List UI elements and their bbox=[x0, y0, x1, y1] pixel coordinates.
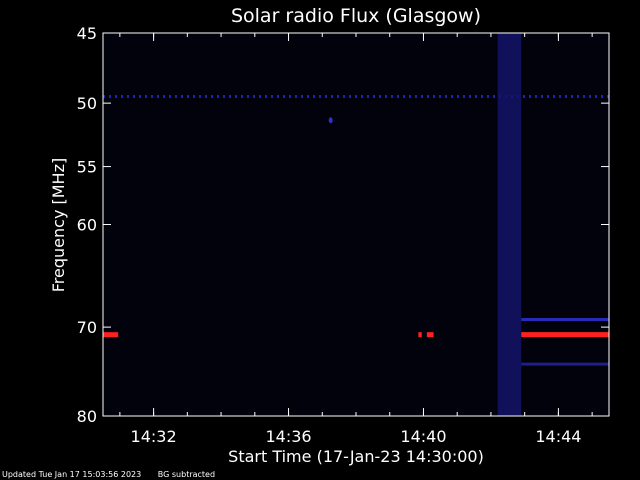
axis-ticks: 14:32 14:36 14:40 14:44 45 50 55 60 70 80 bbox=[77, 24, 609, 446]
x-tick-label-14:40: 14:40 bbox=[400, 427, 446, 446]
chart-title: Solar radio Flux (Glasgow) bbox=[231, 5, 481, 27]
x-axis-label: Start Time (17-Jan-23 14:30:00) bbox=[228, 447, 484, 466]
y-tick-label-70: 70 bbox=[77, 318, 97, 337]
y-axis-label: Frequency [MHz] bbox=[49, 158, 68, 292]
x-tick-label-14:44: 14:44 bbox=[535, 427, 581, 446]
processing-mode: BG subtracted bbox=[157, 470, 216, 479]
blue-spot-8 bbox=[328, 117, 333, 124]
y-tick-label-55: 55 bbox=[77, 158, 97, 177]
updated-timestamp: Updated Tue Jan 17 15:03:56 2023 bbox=[2, 470, 142, 479]
y-tick-label-45: 45 bbox=[77, 24, 97, 43]
y-tick-label-60: 60 bbox=[77, 216, 97, 235]
spectrogram-layer bbox=[103, 33, 609, 416]
x-tick-label-14:32: 14:32 bbox=[131, 427, 177, 446]
y-tick-label-50: 50 bbox=[77, 94, 97, 113]
status-footer: Updated Tue Jan 17 15:03:56 2023 BG subt… bbox=[2, 469, 215, 480]
x-tick-label-14:36: 14:36 bbox=[265, 427, 311, 446]
blue-column-1 bbox=[497, 33, 522, 416]
y-tick-label-80: 80 bbox=[77, 407, 97, 426]
plot-background bbox=[103, 33, 609, 416]
